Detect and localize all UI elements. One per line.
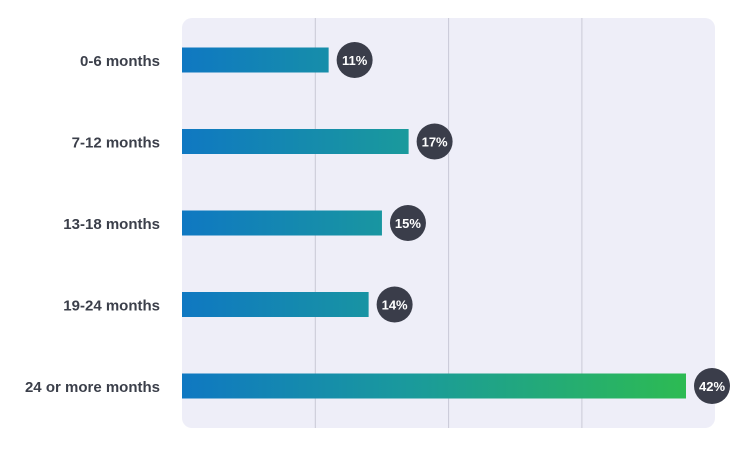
value-badge-4	[376, 286, 413, 323]
category-labels: 0-6 months 7-12 months 13-18 months 19-24 m…	[25, 53, 160, 396]
bars: 11% 17% 15% 14% 42%	[182, 42, 730, 404]
bar-4	[182, 292, 369, 317]
value-label-5: 42%	[699, 379, 725, 394]
value-label-1: 11%	[342, 53, 368, 68]
bar-5	[182, 373, 686, 399]
value-badge-2	[416, 123, 453, 160]
category-label-3: 13-18 months	[63, 216, 160, 233]
value-badge-3	[389, 205, 426, 241]
category-label-2: 7-12 months	[72, 135, 160, 152]
category-label-1: 0-6 months	[80, 53, 160, 70]
bar-2	[182, 129, 409, 154]
value-badge-1	[336, 42, 373, 78]
value-label-4: 14%	[382, 298, 408, 313]
category-label-4: 19-24 months	[63, 298, 160, 315]
bar-3	[182, 210, 382, 236]
value-label-2: 17%	[422, 135, 448, 150]
bar-1	[182, 47, 329, 73]
value-badge-5	[694, 368, 730, 404]
value-label-3: 15%	[395, 216, 421, 231]
category-label-5: 24 or more months	[25, 379, 160, 396]
